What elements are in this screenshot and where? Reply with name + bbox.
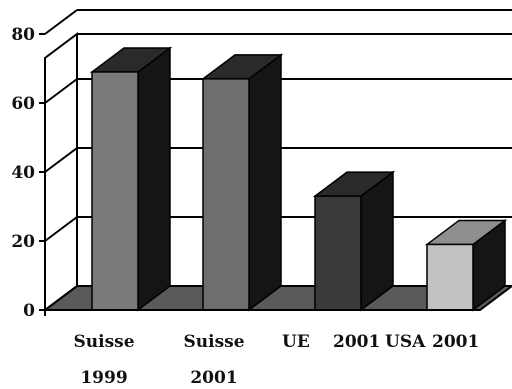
bar-front	[314, 195, 362, 311]
chart-left-wall	[44, 32, 78, 312]
y-tick-label: 20	[11, 232, 35, 252]
category-label-line1: USA	[385, 332, 426, 352]
gridline-diagonal	[44, 9, 78, 35]
bar	[424, 218, 508, 312]
category-label-line2: 2001	[333, 332, 380, 352]
category-label-line1: UE	[282, 332, 310, 352]
gridline-diagonal	[44, 285, 78, 311]
category-label-line2: 1999	[80, 368, 127, 388]
bar-side	[248, 53, 282, 312]
gridline-diagonal	[44, 147, 78, 173]
y-tick-label: 40	[11, 163, 35, 183]
y-tick-label: 80	[11, 25, 35, 45]
bar-front	[91, 71, 139, 311]
bar-front	[202, 78, 250, 311]
category-label-line2: 2001	[190, 368, 237, 388]
category-label-line1: Suisse	[73, 332, 134, 352]
bar	[312, 170, 396, 312]
bar	[200, 53, 284, 312]
gridline-diagonal	[44, 216, 78, 242]
y-tick-label: 60	[11, 94, 35, 114]
bar-side	[137, 46, 171, 312]
y-tick-label: 0	[23, 301, 35, 321]
category-label-line1: Suisse	[183, 332, 244, 352]
gridline-diagonal	[44, 78, 78, 104]
category-label-line2: 2001	[432, 332, 479, 352]
bar	[89, 46, 173, 312]
bar-front	[426, 243, 474, 311]
